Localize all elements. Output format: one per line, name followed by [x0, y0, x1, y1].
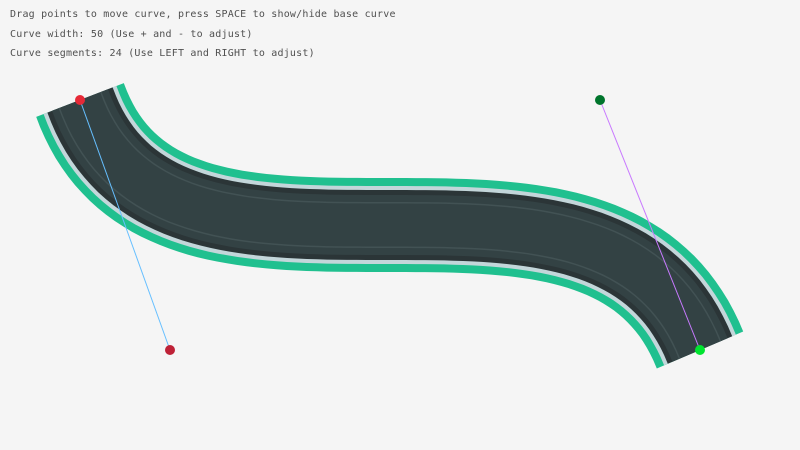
instructions-drag: Drag points to move curve, press SPACE t… — [10, 9, 396, 20]
curve-segments-info: Curve segments: 24 (Use LEFT and RIGHT t… — [10, 48, 315, 59]
start-control-point-handle[interactable] — [165, 345, 175, 355]
end-handle-line — [599, 99, 701, 351]
curve-width-info: Curve width: 50 (Use + and - to adjust) — [10, 29, 253, 40]
end-control-point-handle[interactable] — [595, 95, 605, 105]
textured-road-curve — [36, 83, 744, 369]
end-point-handle[interactable] — [695, 345, 705, 355]
road-body — [52, 89, 728, 362]
start-handle-line — [79, 99, 171, 351]
start-point-handle[interactable] — [75, 95, 85, 105]
